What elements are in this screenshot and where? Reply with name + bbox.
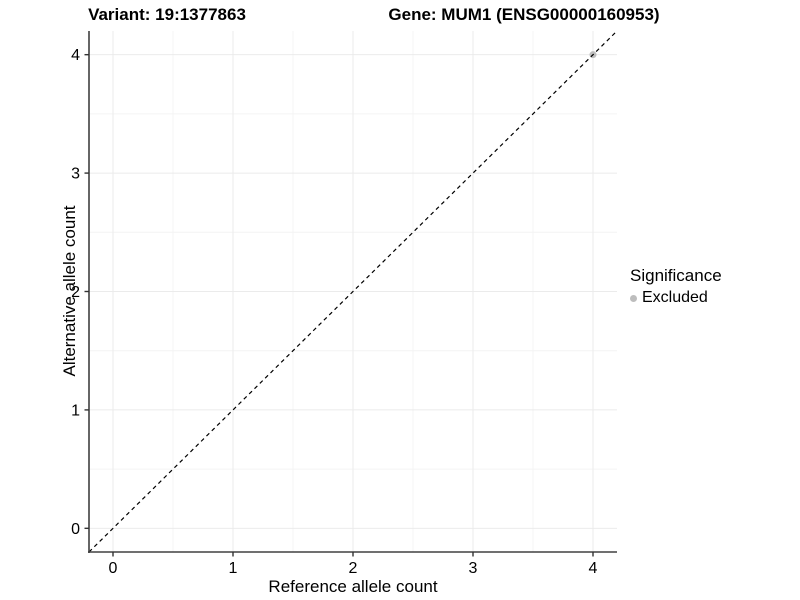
variant-title: Variant: 19:1377863 [88, 5, 246, 24]
x-tick-label: 2 [349, 560, 358, 577]
x-tick-label: 3 [469, 560, 478, 577]
gene-title: Gene: MUM1 (ENSG00000160953) [388, 5, 660, 24]
legend-item-excluded: Excluded [630, 289, 722, 307]
y-tick-label: 3 [71, 166, 80, 183]
x-tick-label: 1 [229, 560, 238, 577]
x-axis-title: Reference allele count [268, 577, 438, 596]
y-tick-label: 2 [71, 284, 80, 301]
x-tick-label: 4 [589, 560, 598, 577]
y-tick-label: 1 [71, 402, 80, 419]
legend-title: Significance [630, 266, 722, 285]
excluded-point-icon [630, 294, 637, 302]
identity-line [88, 30, 618, 553]
y-tick-label: 0 [71, 521, 80, 538]
y-tick-label: 4 [71, 47, 80, 64]
legend: Significance Excluded [630, 266, 722, 307]
y-axis-title: Alternative allele count [60, 205, 79, 377]
x-tick-label: 0 [109, 560, 118, 577]
legend-item-label: Excluded [642, 289, 708, 306]
